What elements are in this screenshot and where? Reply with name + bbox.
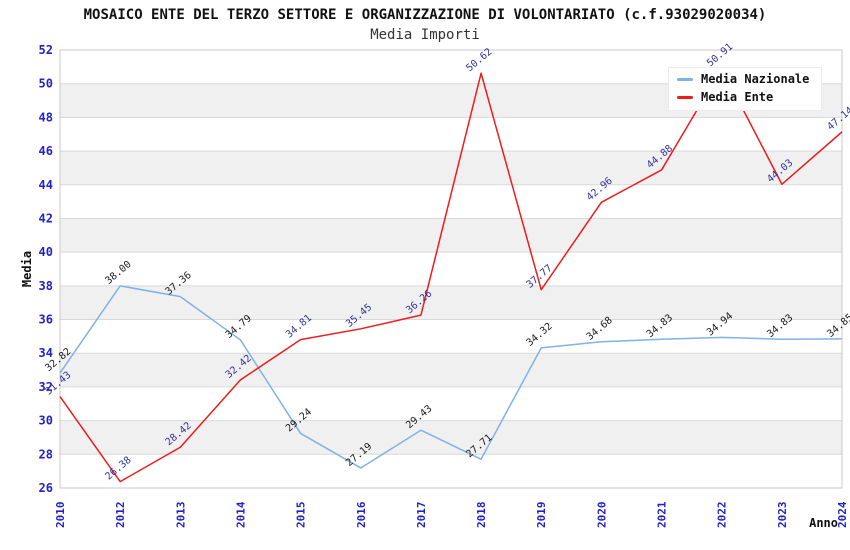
legend-label: Media Ente: [701, 90, 774, 104]
x-tick-label: 2010: [54, 502, 67, 529]
y-tick-label: 44: [39, 178, 53, 192]
y-tick-label: 48: [39, 110, 53, 124]
legend-swatch-media-ente-icon: [677, 95, 693, 99]
x-tick-label: 2021: [656, 501, 669, 528]
x-tick-label: 2020: [595, 502, 608, 529]
x-tick-label: 2017: [415, 502, 428, 529]
y-tick-label: 42: [39, 211, 53, 225]
plot-border: [59, 49, 843, 489]
series-line-media-nazionale: [59, 285, 843, 469]
plot-band: [60, 319, 842, 354]
plot-band: [60, 184, 842, 219]
x-tick-label: 2019: [535, 502, 548, 529]
x-tick-label: 2015: [295, 502, 308, 529]
plot-band: [60, 117, 842, 152]
plot-band: [60, 454, 842, 488]
plot-band: [60, 353, 842, 387]
legend-label: Media Nazionale: [701, 72, 810, 86]
y-tick-label: 32: [39, 380, 53, 394]
y-tick-label: 28: [39, 447, 53, 461]
chart-legend: Media Nazionale Media Ente: [668, 67, 823, 111]
plot-band: [60, 252, 842, 286]
x-tick-label: 2024: [836, 501, 849, 528]
y-tick-label: 36: [39, 313, 53, 327]
x-tick-label: 2013: [174, 502, 187, 529]
x-tick-label: 2016: [355, 501, 368, 528]
plot-band: [60, 285, 842, 320]
y-tick-label: 52: [39, 43, 53, 57]
y-tick-label: 30: [39, 414, 53, 428]
x-axis-title: Anno: [809, 516, 838, 530]
y-tick-label: 50: [39, 77, 53, 91]
chart-title: MOSAICO ENTE DEL TERZO SETTORE E ORGANIZ…: [83, 7, 767, 23]
x-tick-label: 2018: [475, 502, 488, 529]
y-tick-label: 40: [39, 245, 53, 259]
legend-swatch-media-nazionale-icon: [677, 77, 693, 81]
y-axis-title: Media: [20, 251, 34, 287]
y-tick-label: 46: [39, 144, 53, 158]
y-tick-label: 26: [39, 481, 53, 495]
plot-band: [60, 151, 842, 185]
x-tick-label: 2012: [114, 502, 127, 529]
plot-band: [60, 386, 842, 421]
y-tick-label: 34: [39, 346, 53, 360]
legend-item-media-nazionale: Media Nazionale: [677, 72, 809, 86]
x-tick-label: 2023: [776, 502, 789, 529]
chart-subtitle: Media Importi: [370, 27, 480, 43]
x-tick-label: 2022: [716, 502, 729, 529]
y-tick-label: 38: [39, 279, 53, 293]
plot-band: [60, 218, 842, 253]
legend-item-media-ente: Media Ente: [677, 90, 809, 104]
x-tick-label: 2014: [234, 501, 247, 528]
plot-band: [60, 420, 842, 455]
